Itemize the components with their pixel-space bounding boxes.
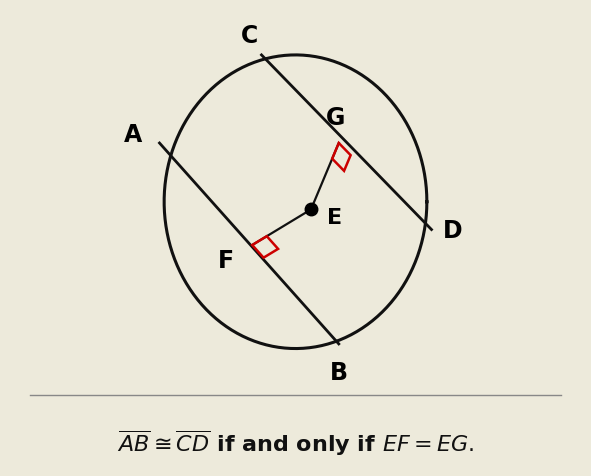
Text: D: D — [443, 218, 463, 242]
Text: A: A — [124, 122, 142, 147]
Text: E: E — [327, 208, 342, 228]
Text: $\overline{AB} \cong \overline{CD}$ if and only if $EF = EG.$: $\overline{AB} \cong \overline{CD}$ if a… — [117, 428, 474, 457]
Text: C: C — [241, 24, 258, 48]
Text: F: F — [218, 249, 234, 273]
Text: G: G — [326, 106, 345, 129]
Text: B: B — [330, 360, 348, 384]
